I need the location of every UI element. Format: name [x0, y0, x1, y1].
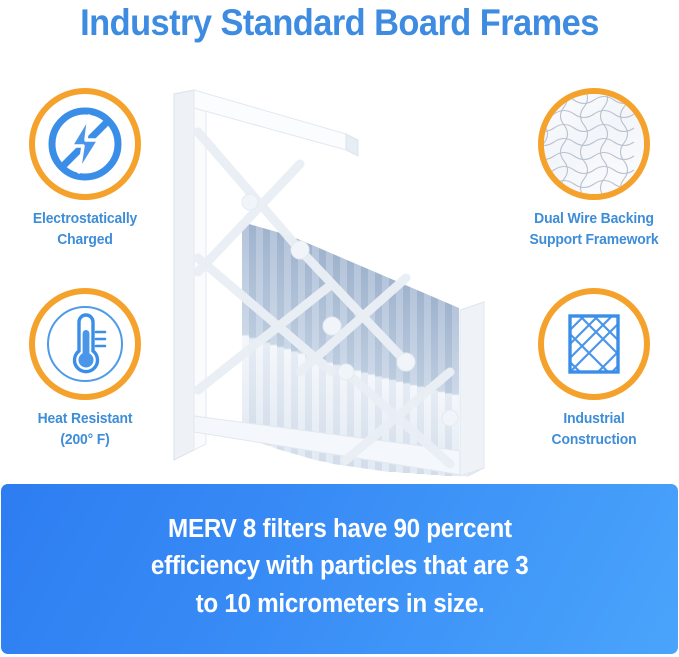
no-lightning-icon — [35, 94, 135, 194]
banner-line-3: to 10 micrometers in size. — [195, 589, 484, 618]
feature-dual-wire-backing: Dual Wire Backing Support Framework — [514, 88, 674, 250]
thermometer-icon — [35, 294, 135, 394]
feature-electrostatically-charged: Electrostatically Charged — [5, 88, 165, 250]
feature-label: Dual Wire Backing Support Framework — [517, 209, 671, 250]
feature-industrial-construction: Industrial Construction — [514, 288, 674, 450]
page-title: Industry Standard Board Frames — [80, 2, 599, 43]
banner-line-2: efficiency with particles that are 3 — [150, 552, 529, 581]
lattice-square-icon — [544, 294, 644, 394]
feature-label-line1: Electrostatically — [32, 211, 138, 227]
feature-label-line2: (200° F) — [60, 431, 110, 448]
pleated-air-filter-render — [150, 72, 522, 478]
feature-label-line1: Heat Resistant — [37, 411, 133, 427]
merv-info-banner: MERV 8 filters have 90 percent efficienc… — [1, 484, 678, 654]
feature-label: Electrostatically Charged — [8, 209, 162, 250]
feature-icon-ring — [29, 88, 141, 200]
feature-icon-ring — [29, 288, 141, 400]
feature-heat-resistant: Heat Resistant (200° F) — [5, 288, 165, 450]
feature-label-line1: Dual Wire Backing — [534, 211, 654, 227]
feature-icon-ring — [538, 88, 650, 200]
banner-line-1: MERV 8 filters have 90 percent — [167, 514, 512, 543]
feature-label-line2: Support Framework — [529, 231, 659, 248]
feature-label-line2: Construction — [551, 431, 637, 448]
feature-icon-ring — [538, 288, 650, 400]
feature-label: Industrial Construction — [517, 409, 671, 450]
feature-label-line1: Industrial — [563, 411, 625, 427]
feature-label-line2: Charged — [57, 231, 113, 248]
feature-label: Heat Resistant (200° F) — [8, 409, 162, 450]
